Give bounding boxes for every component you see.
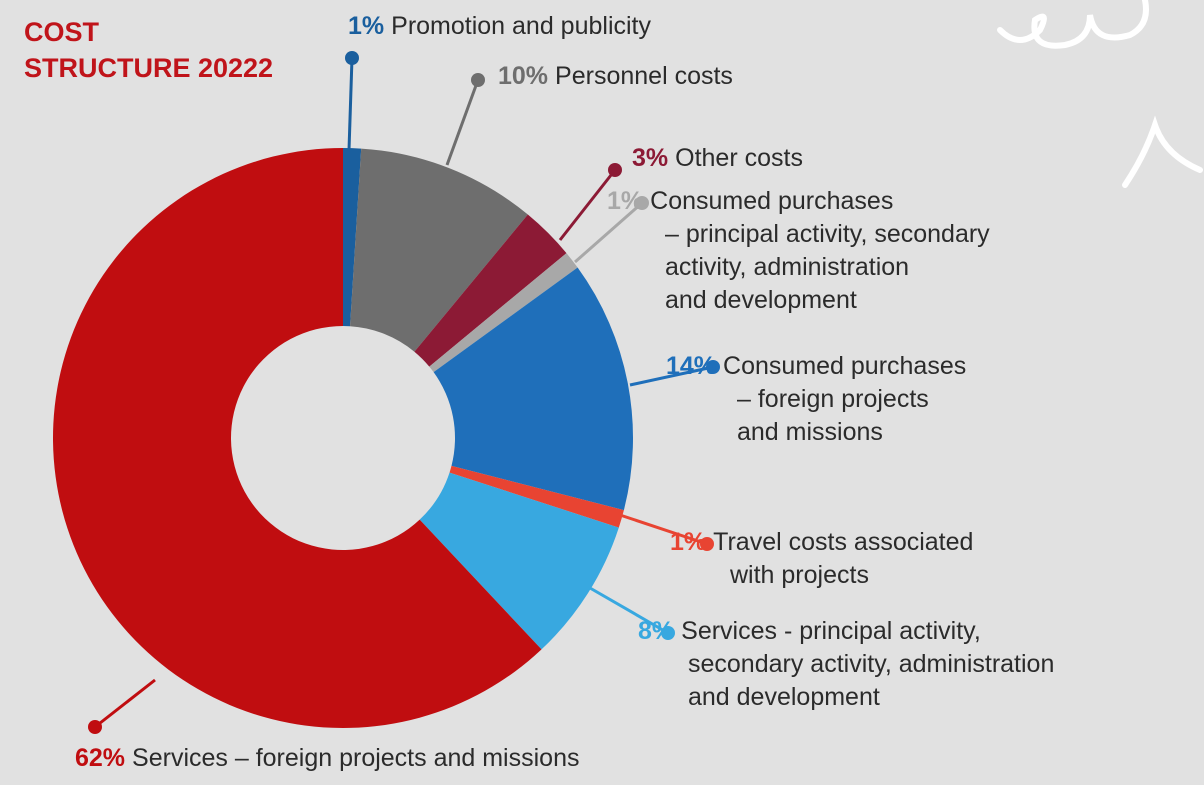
value-label: 14% <box>666 352 716 380</box>
slice-label: 10%Personnel costs <box>498 60 733 93</box>
slice-label: 3%Other costs <box>632 142 803 175</box>
decoration <box>1000 0 1146 46</box>
category-label: Services - principal activity, secondary… <box>681 617 1054 711</box>
decoration <box>1125 125 1200 185</box>
category-label: Services – foreign projects and missions <box>132 744 579 772</box>
leader-dot <box>88 720 102 734</box>
slice-label: 62%Services – foreign projects and missi… <box>75 742 579 775</box>
value-label: 3% <box>632 144 668 172</box>
category-label: Travel costs associated with projects <box>713 528 973 589</box>
leader-dot <box>345 51 359 65</box>
category-label: Consumed purchases – foreign projects an… <box>723 352 966 446</box>
chart-title: COST STRUCTURE 20222 <box>24 14 273 86</box>
value-label: 10% <box>498 62 548 90</box>
value-label: 8% <box>638 617 674 645</box>
value-label: 1% <box>348 12 384 40</box>
value-label: 62% <box>75 744 125 772</box>
leader-dot <box>471 73 485 87</box>
category-label: Promotion and publicity <box>391 12 651 40</box>
slice-label: 1%Promotion and publicity <box>348 10 651 43</box>
leader-line <box>349 58 352 150</box>
slice-label: 1%Travel costs associated with projects <box>670 526 973 592</box>
category-label: Personnel costs <box>555 62 733 90</box>
slice-label: 1%Consumed purchases – principal activit… <box>607 185 990 317</box>
slice-label: 8%Services - principal activity, seconda… <box>638 615 1054 714</box>
infographic: COST STRUCTURE 20222 1%Promotion and pub… <box>0 0 1204 785</box>
value-label: 1% <box>607 187 643 215</box>
slice-label: 14%Consumed purchases – foreign projects… <box>666 350 966 449</box>
leader-line <box>95 680 155 727</box>
category-label: Consumed purchases – principal activity,… <box>650 187 990 314</box>
value-label: 1% <box>670 528 706 556</box>
leader-line <box>447 80 478 165</box>
leader-dot <box>608 163 622 177</box>
category-label: Other costs <box>675 144 803 172</box>
